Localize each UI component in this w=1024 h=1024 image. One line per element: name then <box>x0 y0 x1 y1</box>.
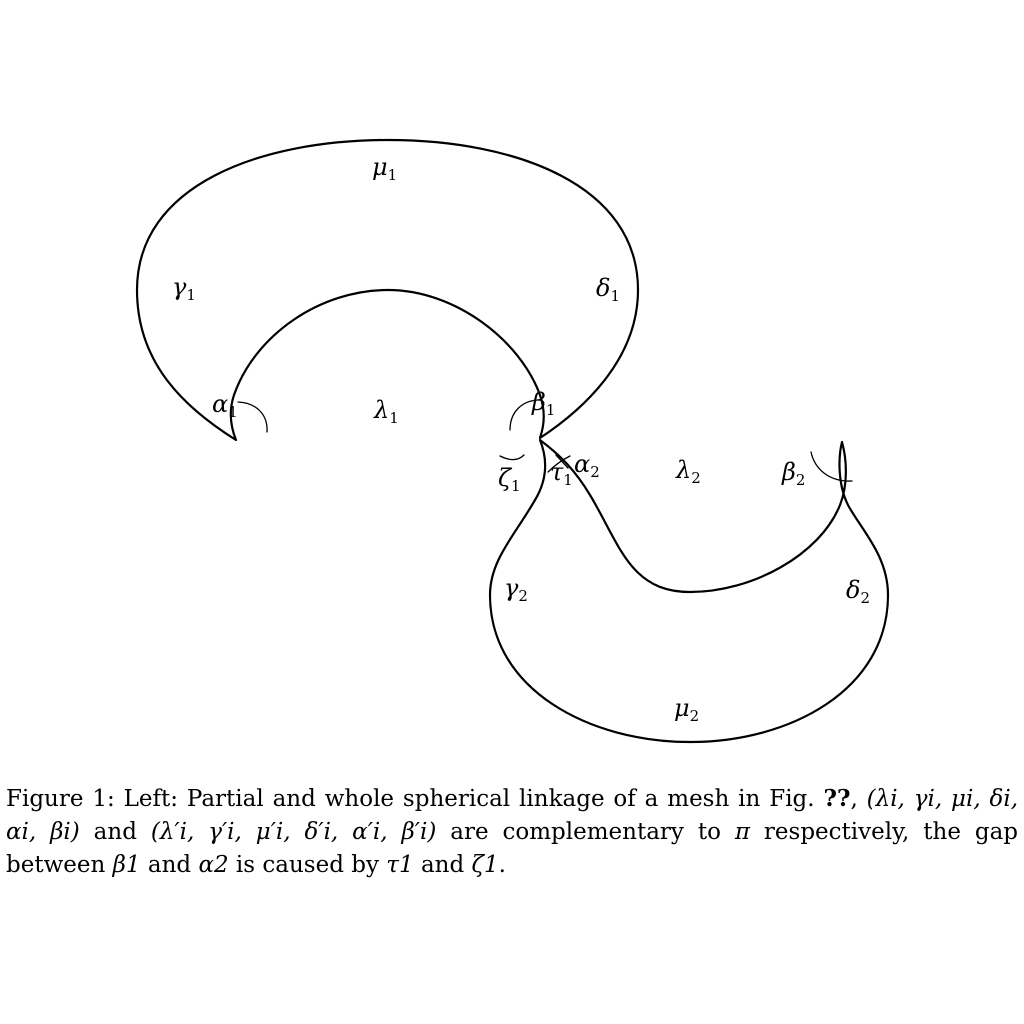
beta1-angle-arc <box>509 399 541 431</box>
caption-and-1: and <box>93 819 137 845</box>
label-tau1: τ1 <box>550 458 573 489</box>
lower-loop-curve <box>488 438 890 744</box>
caption-text-1: Left: Partial and whole spherical linkag… <box>123 786 815 812</box>
caption-tuple-1: (λi, γi, μi, δi, αi, βi) <box>6 786 1019 845</box>
figure-linkage: μ1 γ1 δ1 α1 λ1 β1 ζ1 τ1 α2 λ2 β2 γ2 δ2 μ… <box>135 138 890 744</box>
caption-and-3: and <box>420 852 465 878</box>
tau1-angle-arc <box>547 455 571 473</box>
label-lambda2: λ2 <box>675 456 701 487</box>
label-mu1: μ1 <box>372 153 397 184</box>
caption-pi: π <box>734 819 750 845</box>
label-mu2: μ2 <box>674 694 699 725</box>
caption-tau1: τ1 <box>386 852 414 878</box>
tau1-tick <box>555 454 569 469</box>
alpha1-angle-arc <box>237 401 268 433</box>
caption-beta1: β1 <box>112 852 141 878</box>
label-delta2: δ2 <box>846 576 870 607</box>
caption-text-3: respectively, the gap between <box>6 819 1019 878</box>
label-delta1: δ1 <box>596 274 620 305</box>
zeta1-angle-arc <box>499 454 525 461</box>
label-alpha1: α1 <box>212 390 238 421</box>
beta2-angle-arc <box>810 451 853 482</box>
label-gamma1: γ1 <box>172 273 196 304</box>
caption-zeta1: ζ1 <box>471 852 499 878</box>
caption-alpha2: α2 <box>198 852 229 878</box>
caption-text-2: are complementary to <box>450 819 721 845</box>
figure-caption: Figure 1: Left: Partial and whole spheri… <box>6 785 1019 878</box>
label-gamma2: γ2 <box>504 574 528 605</box>
caption-text-4: is caused by <box>235 852 379 878</box>
upper-loop-curve <box>135 138 640 442</box>
caption-tuple-2: (λ′i, γ′i, μ′i, δ′i, α′i, β′i) <box>150 819 437 845</box>
caption-prefix: Figure 1: <box>6 786 115 812</box>
label-lambda1: λ1 <box>373 396 399 427</box>
label-beta1: β1 <box>531 388 555 419</box>
caption-and-2: and <box>147 852 192 878</box>
linkage-diagram: μ1 γ1 δ1 α1 λ1 β1 ζ1 τ1 α2 λ2 β2 γ2 δ2 μ… <box>135 138 890 744</box>
label-beta2: β2 <box>781 458 805 489</box>
label-zeta1: ζ1 <box>498 464 521 495</box>
caption-figure-ref[interactable]: ?? <box>823 785 851 812</box>
label-alpha2: α2 <box>574 450 600 481</box>
